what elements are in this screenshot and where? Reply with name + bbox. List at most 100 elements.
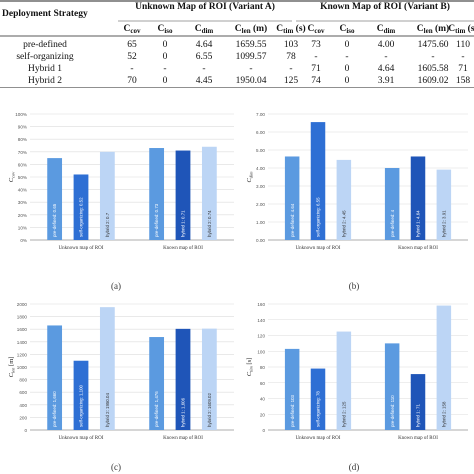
bar-data-label: pre-defined: 1,660 <box>52 391 57 427</box>
bar <box>99 151 115 240</box>
table-cell: - <box>289 64 292 74</box>
y-tick-label: 140 <box>257 318 265 323</box>
table-group-a-header: Unknown Map of ROI (Variant A) <box>135 1 275 12</box>
table-row-label: Hybrid 1 <box>28 64 62 74</box>
panel-label-b: (b) <box>348 281 360 291</box>
bar-data-label: hybrid 1: 71 <box>416 403 421 427</box>
table-cell: 0 <box>163 40 168 50</box>
y-tick-label: 160 <box>257 302 265 307</box>
y-tick-label: 1400 <box>17 340 28 345</box>
bar <box>201 146 217 240</box>
bar-data-label: hybrid 2: 0.74 <box>207 210 212 237</box>
bar-data-label: pre-defined: 103 <box>290 394 295 427</box>
bar-data-label: hybrid 2: 4.45 <box>341 210 346 237</box>
table-cell: - <box>384 52 387 62</box>
y-tick-label: 3.00 <box>256 184 265 189</box>
table-cell: 1950.04 <box>236 76 267 86</box>
table-cell: - <box>202 64 205 74</box>
y-tick-label: 60 <box>260 381 266 386</box>
bar <box>410 156 426 240</box>
panel-label-d: (d) <box>348 462 360 472</box>
y-tick-label: 90% <box>18 125 27 130</box>
bar <box>336 331 352 430</box>
y-tick-label: 50% <box>18 175 27 180</box>
table-row-label: Hybrid 2 <box>28 76 62 86</box>
table-cell: 4.00 <box>378 40 395 50</box>
table-cell: 1099.57 <box>236 52 267 62</box>
bar <box>336 159 352 240</box>
bar-data-label: hybrid 2: 1609.02 <box>207 393 212 427</box>
table-cell: 110 <box>456 40 470 50</box>
table-col-header: Clen (m) <box>235 23 267 35</box>
table-cell: 1475.60 <box>418 40 449 50</box>
y-tick-label: 0.00 <box>256 238 265 243</box>
panel-label-c: (c) <box>111 462 121 472</box>
y-tick-label: 60% <box>18 162 27 167</box>
table-cell: 65 <box>127 40 137 50</box>
table-col-header: Cdim <box>377 24 396 35</box>
table-cell: - <box>163 64 166 74</box>
y-tick-label: 1800 <box>17 315 28 320</box>
bar-data-label: self-organizing: 1,100 <box>79 384 84 427</box>
bar <box>47 325 63 430</box>
y-tick-label: 30% <box>18 200 27 205</box>
table-cell: 78 <box>286 52 296 62</box>
y-tick-label: 0 <box>24 428 27 433</box>
bar-data-label: hybrid 2: 3.91 <box>441 210 446 237</box>
bar <box>175 150 191 240</box>
table-col-header: Ctim (s) <box>448 23 474 35</box>
bar <box>284 156 300 240</box>
chart-panel-d: 0 20 40 60 80 100 120 140 160 Ctim [s] pre-defined… <box>246 302 468 441</box>
y-tick-label: 4.00 <box>256 166 265 171</box>
y-tick-label: 80 <box>260 365 266 370</box>
table-col-header: Ccov <box>308 24 325 35</box>
bar-data-label: self-organizing: 78 <box>316 391 321 427</box>
bar-data-label: pre-defined: 4 <box>390 209 395 237</box>
x-category-label: Unknown map of ROI <box>296 246 341 251</box>
y-tick-label: 5.00 <box>256 148 265 153</box>
table-cell: 0 <box>345 40 350 50</box>
x-category-label: Known map of ROI <box>398 246 438 251</box>
y-tick-label: 800 <box>19 378 27 383</box>
bar <box>99 307 115 430</box>
table-row-label: self-organizing <box>16 51 74 62</box>
bar <box>436 169 452 240</box>
table-cell: 125 <box>284 76 299 86</box>
bar-data-label: hybrid 1: 0.71 <box>181 210 186 237</box>
table-cell: 71 <box>311 64 321 74</box>
bar <box>175 328 191 430</box>
y-tick-label: 400 <box>19 403 27 408</box>
x-category-label: Unknown map of ROI <box>59 436 104 441</box>
y-tick-label: 40% <box>18 188 27 193</box>
bar-data-label: pre-defined: 0.65 <box>52 203 57 237</box>
bar <box>310 122 326 240</box>
y-tick-label: 200 <box>19 415 27 420</box>
table-cell: 74 <box>311 76 321 86</box>
y-tick-label: 0% <box>20 238 27 243</box>
table-col-header: Clen (m) <box>417 23 449 35</box>
table-cell: 1659.55 <box>236 40 267 50</box>
bar-data-label: hybrid 1: 4.64 <box>416 210 421 237</box>
y-tick-label: 20 <box>260 412 266 417</box>
table-col-header: Ciso <box>157 24 173 35</box>
table-cell: 6.55 <box>196 52 213 62</box>
bar <box>73 360 89 430</box>
y-axis-label: Clen [m] <box>8 357 16 378</box>
y-tick-label: 7.00 <box>256 112 265 117</box>
table-cell: - <box>431 52 434 62</box>
bar <box>149 148 165 240</box>
bar-data-label: pre-defined: 4.64 <box>290 203 295 237</box>
bar-data-label: pre-defined: 110 <box>390 395 395 427</box>
bar-data-label: hybrid 2: 158 <box>441 401 446 427</box>
table-cell: - <box>345 52 348 62</box>
y-tick-label: 10% <box>18 225 27 230</box>
bar <box>73 174 89 240</box>
table-cell: 1609.02 <box>418 76 449 86</box>
chart-panel-b: 0.00 1.00 2.00 3.00 4.00 5.00 6.00 7.00 Cdim pre-… <box>246 112 468 251</box>
y-tick-label: 1.00 <box>256 220 265 225</box>
table-cell: - <box>461 52 464 62</box>
y-axis-label: Ccov <box>8 172 16 183</box>
table-cell: 103 <box>284 40 299 50</box>
bar <box>284 348 300 430</box>
table-cell: 3.91 <box>378 76 395 86</box>
